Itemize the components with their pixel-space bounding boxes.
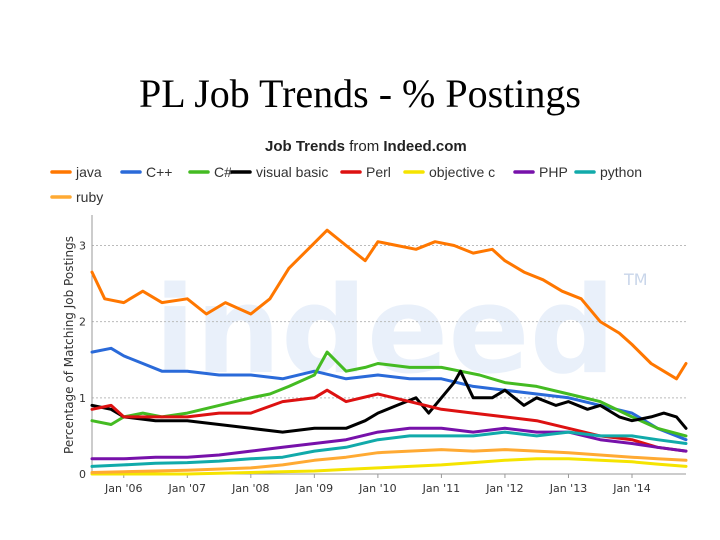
series-line-php — [90, 426, 688, 461]
x-tick-label: Jan '10 — [358, 482, 396, 495]
x-tick-label: Jan '08 — [231, 482, 269, 495]
y-ticks: 0 1 2 3 — [79, 239, 86, 481]
legend-label: visual basic — [256, 164, 328, 180]
x-tick-label: Jan '13 — [549, 482, 587, 495]
legend-label: java — [75, 164, 102, 180]
series-line-c- — [90, 346, 688, 442]
legend: java C++ C# visual basic Perl objective c PHP p… — [50, 164, 642, 205]
chart-title-bold: Job Trends — [265, 138, 346, 155]
watermark-text: indeed — [154, 262, 615, 401]
y-tick-label: 3 — [79, 239, 86, 252]
series-line-ruby — [90, 448, 688, 474]
legend-label: C# — [214, 164, 232, 180]
chart-title-site: Indeed.com — [383, 138, 467, 155]
series-line-visual-basic — [90, 369, 688, 434]
legend-label: C++ — [146, 164, 172, 180]
legend-label: PHP — [539, 164, 568, 180]
x-tick-label: Jan '07 — [168, 482, 206, 495]
x-tick-label: Jan '11 — [422, 482, 460, 495]
series-line-objective-c — [90, 457, 688, 476]
y-tick-label: 0 — [79, 468, 86, 481]
y-axis-label: Percentage of Matching Job Postings — [62, 236, 76, 454]
x-tick-label: Jan '14 — [612, 482, 650, 495]
indeed-watermark: indeed TM — [154, 262, 647, 401]
series-lines — [90, 228, 688, 476]
x-tick-label: Jan '09 — [295, 482, 333, 495]
watermark-tm: TM — [623, 270, 648, 289]
series-line-perl — [90, 388, 688, 453]
slide-title: PL Job Trends - % Postings — [139, 71, 581, 116]
x-ticks: Jan '06 Jan '07 Jan '08 Jan '09 Jan '10 Jan '… — [104, 474, 651, 495]
legend-label: Perl — [366, 164, 391, 180]
chart-title-mid: from — [345, 138, 384, 155]
x-tick-label: Jan '12 — [485, 482, 523, 495]
series-line-python — [90, 430, 688, 468]
x-tick-label: Jan '06 — [104, 482, 142, 495]
legend-label: objective c — [429, 164, 495, 180]
legend-label: ruby — [76, 189, 103, 205]
y-tick-label: 2 — [79, 316, 86, 329]
legend-label: python — [600, 164, 642, 180]
y-tick-label: 1 — [79, 392, 86, 405]
chart-title: Job Trends from Indeed.com — [265, 138, 467, 155]
series-line-java — [90, 228, 688, 381]
